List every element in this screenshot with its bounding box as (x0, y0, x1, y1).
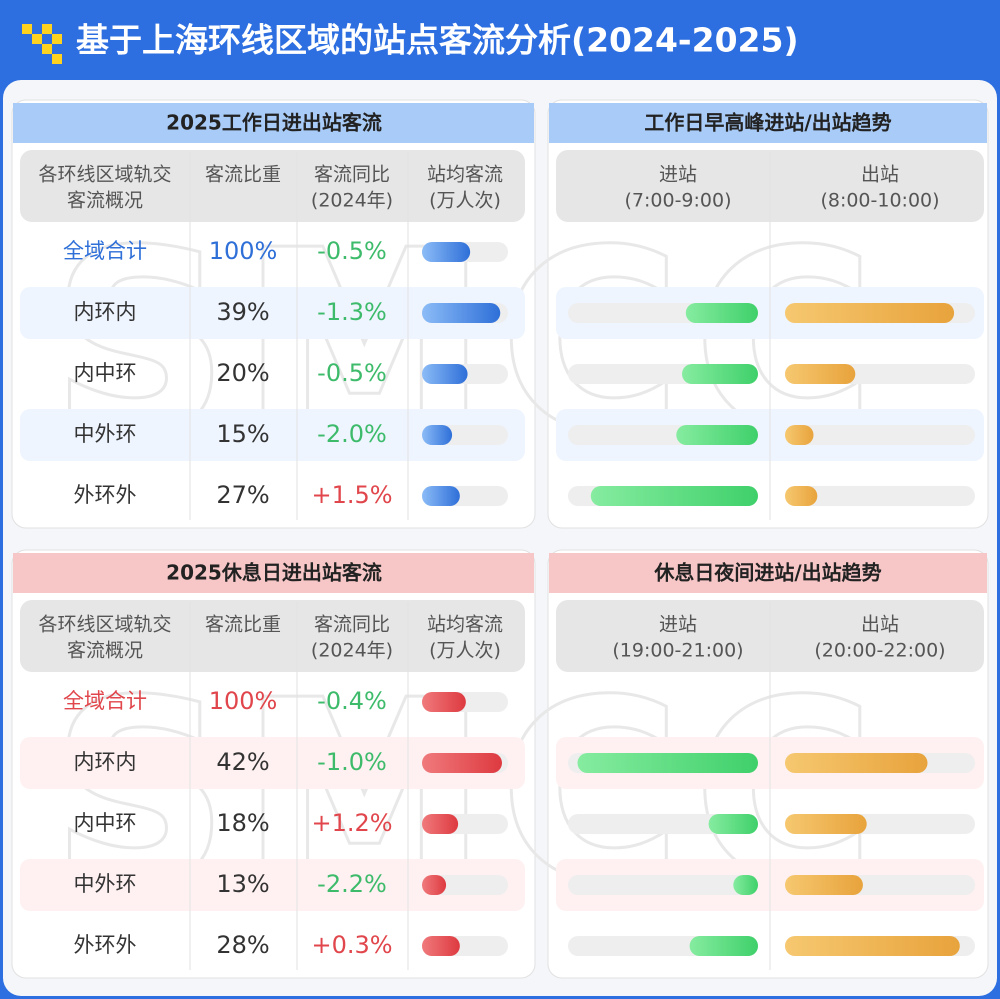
exit-bar (785, 875, 863, 895)
bar-track (785, 486, 975, 506)
column-header-label: 客流比重 (205, 614, 281, 636)
cell: +1.2% (311, 809, 392, 837)
column-header-label: 客流同比 (314, 164, 390, 186)
row-highlight (20, 859, 525, 911)
column-header-label: 进站 (659, 614, 697, 636)
column-header-label: 出站 (861, 164, 899, 186)
cell: 内环内 (74, 750, 137, 774)
cell: 内环内 (74, 300, 137, 324)
panel-title: 休息日夜间进站/出站趋势 (653, 561, 881, 585)
exit-bar (785, 936, 960, 956)
cell: 全域合计 (63, 689, 147, 713)
cell: +1.5% (311, 481, 392, 509)
bar-track (568, 875, 758, 895)
panel-title: 2025工作日进出站客流 (166, 111, 382, 135)
column-header-label: 客流同比 (314, 614, 390, 636)
logo (22, 24, 62, 64)
cell: -0.4% (317, 687, 387, 715)
cell: -1.0% (317, 748, 387, 776)
column-header-label: (2024年) (311, 640, 393, 662)
column-header-label: 站均客流 (427, 164, 503, 186)
cell: -2.2% (317, 870, 387, 898)
cell: 内中环 (74, 361, 137, 385)
row-highlight (20, 737, 525, 789)
entry-bar (708, 814, 758, 834)
cell: 39% (216, 298, 269, 326)
column-header-label: (20:00-22:00) (814, 640, 945, 662)
column-header-label: (2024年) (311, 190, 393, 212)
exit-bar (785, 486, 818, 506)
cell: -0.5% (317, 359, 387, 387)
entry-bar (682, 364, 758, 384)
entry-bar (676, 425, 758, 445)
cell: +0.3% (311, 931, 392, 959)
cell: 100% (209, 687, 278, 715)
cell: 内中环 (74, 811, 137, 835)
exit-bar (785, 425, 814, 445)
bar (422, 242, 471, 262)
row-highlight (20, 287, 525, 339)
cell: -1.3% (317, 298, 387, 326)
panel-title: 工作日早高峰进站/出站趋势 (644, 111, 891, 135)
bar (422, 692, 466, 712)
exit-bar (785, 814, 867, 834)
panel-title: 2025休息日进出站客流 (166, 561, 382, 585)
row-highlight (20, 409, 525, 461)
page-title: 基于上海环线区域的站点客流分析(2024-2025) (76, 21, 799, 60)
column-header (20, 600, 525, 672)
panel-header (13, 103, 534, 143)
bar (422, 814, 459, 834)
column-header-label: (8:00-10:00) (820, 190, 939, 212)
bar (422, 936, 460, 956)
exit-bar (785, 753, 928, 773)
bar (422, 425, 453, 445)
column-header-label: 站均客流 (427, 614, 503, 636)
cell: 15% (216, 420, 269, 448)
bar (422, 753, 502, 773)
entry-bar (590, 486, 758, 506)
cell: 18% (216, 809, 269, 837)
column-header-label: 出站 (861, 614, 899, 636)
cell: 外环外 (74, 483, 137, 507)
column-header-label: 进站 (659, 164, 697, 186)
column-header-label: 各环线区域轨交 (38, 614, 171, 636)
panel-header (549, 553, 987, 593)
exit-bar (785, 364, 856, 384)
exit-bar (785, 303, 955, 323)
cell: 28% (216, 931, 269, 959)
entry-bar (577, 753, 758, 773)
column-header-label: (万人次) (429, 640, 501, 662)
cell: 中外环 (74, 872, 137, 896)
panel-header (549, 103, 987, 143)
panel-header (13, 553, 534, 593)
column-header (20, 150, 525, 222)
cell: -0.5% (317, 237, 387, 265)
cell: 27% (216, 481, 269, 509)
column-header-label: (万人次) (429, 190, 501, 212)
cell: 中外环 (74, 422, 137, 446)
column-header-label: 客流概况 (67, 640, 143, 662)
bar (422, 486, 460, 506)
bar-track (785, 425, 975, 445)
column-header-label: 客流比重 (205, 164, 281, 186)
column-header-label: 各环线区域轨交 (38, 164, 171, 186)
entry-bar (685, 303, 758, 323)
cell: 100% (209, 237, 278, 265)
column-header-label: (19:00-21:00) (612, 640, 743, 662)
cell: 42% (216, 748, 269, 776)
cell: 13% (216, 870, 269, 898)
bar (422, 303, 501, 323)
column-header-label: (7:00-9:00) (624, 190, 731, 212)
column-header-label: 客流概况 (67, 190, 143, 212)
cell: 全域合计 (63, 239, 147, 263)
entry-bar (733, 875, 758, 895)
cell: 20% (216, 359, 269, 387)
cell: 外环外 (74, 933, 137, 957)
entry-bar (689, 936, 758, 956)
cell: -2.0% (317, 420, 387, 448)
bar (422, 364, 468, 384)
bar (422, 875, 447, 895)
